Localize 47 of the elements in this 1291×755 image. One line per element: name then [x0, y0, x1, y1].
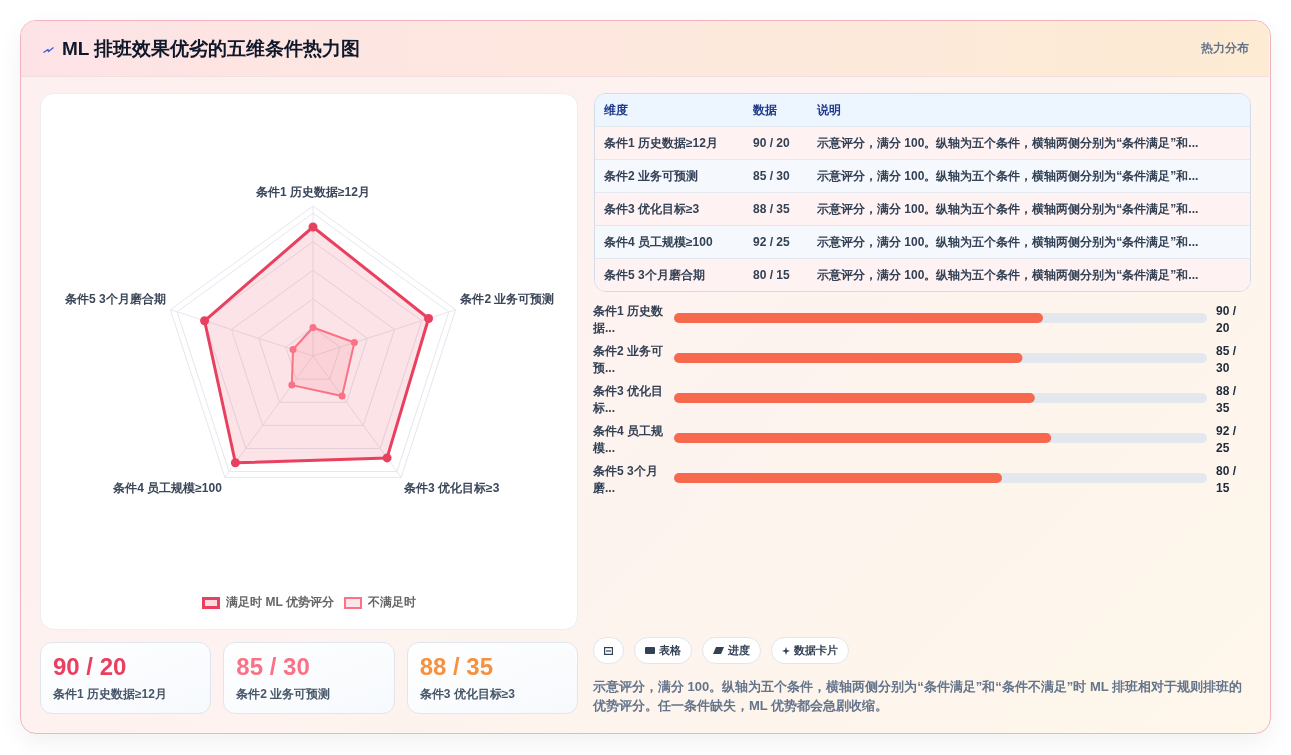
spoke-label: 条件4 员工规模≥100: [112, 481, 223, 496]
legend-label: 不满足时: [367, 594, 416, 611]
data-label: 92 / 25: [1216, 423, 1237, 457]
text: 90 / 20: [53, 653, 127, 680]
text: 条件2 业务可预测: [604, 168, 699, 183]
text: 热力分布: [1201, 40, 1249, 57]
data-label: 90 / 20: [1216, 303, 1237, 337]
data-label: 88 / 35: [1216, 383, 1237, 417]
legend-label: 满足时 ML 优势评分: [226, 594, 334, 611]
spoke-label: 条件2 业务可预测: [459, 292, 555, 307]
y-tick-label: 条件2 业务可预...: [593, 343, 664, 377]
text: 示意评分，满分 100。纵轴为五个条件，横轴两侧分别为“条件满足”和...: [817, 267, 1199, 282]
category-label: 说明: [816, 101, 842, 119]
category-label: 条件2 业务可预测: [236, 686, 331, 703]
text: 条件4 员工规模≥100: [604, 234, 713, 249]
category-label: 条件3 优化目标≥3: [419, 686, 515, 703]
text: ML 排班效果优劣的五维条件热力图: [62, 37, 361, 61]
y-tick-label: 条件4 员工规模...: [593, 423, 664, 457]
text: 示意评分，满分 100。纵轴为五个条件，横轴两侧分别为“条件满足”和...: [817, 168, 1199, 183]
text: 条件5 3个月磨合期: [604, 267, 705, 282]
category-label: 维度: [603, 101, 629, 119]
y-tick-label: 条件1 历史数据...: [593, 303, 664, 337]
y-tick-label: 条件5 3个月磨...: [593, 463, 659, 497]
text: 条件3 优化目标≥3: [604, 201, 700, 216]
text: 85 / 30: [236, 653, 310, 680]
text: 85 / 30: [753, 169, 790, 183]
spoke-label: 条件5 3个月磨合期: [63, 292, 166, 307]
text: 示意评分，满分 100。纵轴为五个条件，横轴两侧分别为“条件满足”和...: [817, 201, 1199, 216]
text: 80 / 15: [753, 268, 790, 282]
text: 88 / 35: [753, 202, 790, 216]
data-label: 80 / 15: [1216, 463, 1237, 497]
text: 90 / 20: [753, 136, 790, 150]
text: 表格: [634, 637, 692, 664]
spoke-label: 条件1 历史数据≥12月: [255, 185, 370, 199]
text: 示意评分，满分 100。纵轴为五个条件，横轴两侧分别为“条件满足”和...: [817, 135, 1199, 150]
text: 88 / 35: [419, 653, 494, 680]
text: 示意评分，满分 100。纵轴为五个条件，横轴两侧分别为“条件满足”和...: [817, 234, 1199, 249]
category-label: 条件1 历史数据≥12月: [53, 686, 167, 703]
y-tick-label: 条件3 优化目标...: [593, 383, 664, 417]
text: 条件1 历史数据≥12月: [604, 135, 718, 150]
text: 92 / 25: [753, 235, 790, 249]
text: 示意评分，满分 100。纵轴为五个条件，横轴两侧分别为“条件满足”和“条件不满足”时 ML 排班相对于规则排班的优势评分。任一条件缺失，ML 优势都会急剧收缩。: [593, 678, 1244, 715]
text: 数据卡片: [771, 637, 849, 664]
text: 进度: [702, 637, 761, 664]
data-label: 85 / 30: [1216, 343, 1237, 377]
spoke-label: 条件3 优化目标≥3: [403, 481, 500, 496]
category-label: 数据: [752, 101, 778, 119]
